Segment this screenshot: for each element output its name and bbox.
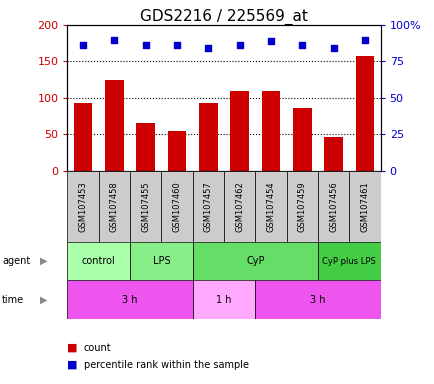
Text: GSM107462: GSM107462 — [235, 181, 243, 232]
Text: 3 h: 3 h — [309, 295, 325, 305]
Bar — [286, 171, 317, 242]
Bar — [105, 80, 124, 171]
Bar — [136, 123, 155, 171]
Text: percentile rank within the sample: percentile rank within the sample — [84, 360, 248, 370]
Text: GSM107459: GSM107459 — [297, 181, 306, 232]
Bar — [292, 108, 311, 171]
Text: 1 h: 1 h — [216, 295, 231, 305]
Point — [236, 42, 243, 48]
Text: ■: ■ — [67, 360, 78, 370]
Bar — [161, 171, 192, 242]
Bar — [73, 103, 92, 171]
Bar — [349, 171, 380, 242]
Text: LPS: LPS — [152, 256, 170, 266]
Bar — [192, 280, 255, 319]
Text: count: count — [84, 343, 112, 353]
Bar — [255, 171, 286, 242]
Text: ▶: ▶ — [40, 256, 47, 266]
Bar — [130, 171, 161, 242]
Bar — [230, 91, 249, 171]
Text: GSM107454: GSM107454 — [266, 181, 275, 232]
Text: GSM107461: GSM107461 — [360, 181, 368, 232]
Text: CyP plus LPS: CyP plus LPS — [322, 257, 375, 266]
Bar — [261, 91, 280, 171]
Point — [204, 45, 211, 51]
Point — [79, 42, 86, 48]
Point — [142, 42, 149, 48]
Bar — [192, 171, 224, 242]
Bar — [317, 171, 349, 242]
Bar — [99, 171, 130, 242]
Text: control: control — [82, 256, 115, 266]
Text: GSM107456: GSM107456 — [329, 181, 337, 232]
Bar — [67, 242, 130, 280]
Bar — [67, 171, 99, 242]
Point — [361, 36, 368, 43]
Text: GSM107457: GSM107457 — [204, 181, 212, 232]
Text: GSM107460: GSM107460 — [172, 181, 181, 232]
Text: GSM107455: GSM107455 — [141, 181, 150, 232]
Bar — [355, 56, 374, 171]
Bar — [323, 137, 342, 171]
Bar — [255, 280, 380, 319]
Text: agent: agent — [2, 256, 30, 266]
Point — [329, 45, 336, 51]
Point — [298, 42, 305, 48]
Text: CyP: CyP — [246, 256, 264, 266]
Bar — [167, 131, 186, 171]
Bar — [317, 242, 380, 280]
Point — [111, 36, 118, 43]
Text: GSM107458: GSM107458 — [110, 181, 118, 232]
Bar — [224, 171, 255, 242]
Text: GSM107453: GSM107453 — [79, 181, 87, 232]
Point — [267, 38, 274, 44]
Bar — [67, 280, 192, 319]
Text: ■: ■ — [67, 343, 78, 353]
Bar — [192, 242, 317, 280]
Bar — [198, 103, 217, 171]
Point — [173, 42, 180, 48]
Title: GDS2216 / 225569_at: GDS2216 / 225569_at — [140, 9, 307, 25]
Text: ▶: ▶ — [40, 295, 47, 305]
Bar — [130, 242, 192, 280]
Text: 3 h: 3 h — [122, 295, 138, 305]
Text: time: time — [2, 295, 24, 305]
